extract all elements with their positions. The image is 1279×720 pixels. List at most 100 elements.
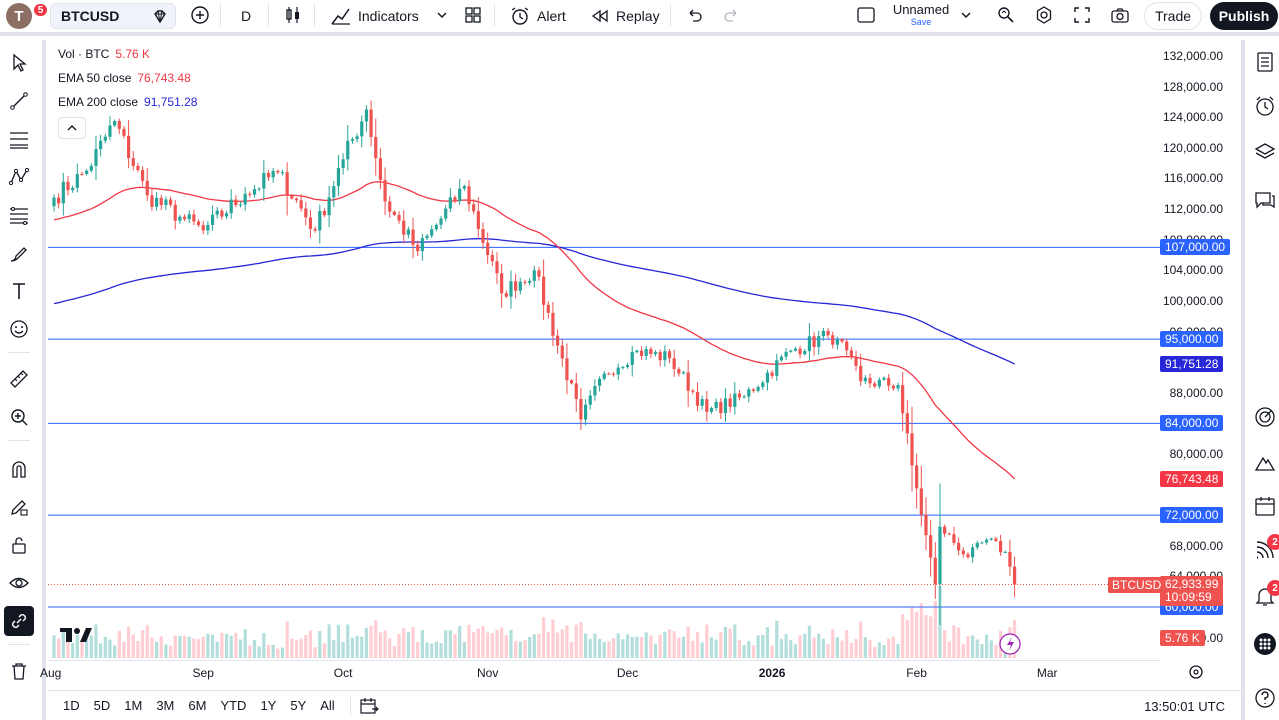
trend-line-icon[interactable] [4, 86, 34, 116]
trade-button[interactable]: Trade [1144, 2, 1202, 30]
ruler-icon[interactable] [4, 364, 34, 394]
alert-button[interactable]: Alert [509, 1, 566, 31]
cursor-arrow-icon[interactable] [4, 48, 34, 78]
indicators-button[interactable]: Indicators [330, 1, 419, 31]
candle-body [933, 557, 937, 585]
volume-bar [821, 638, 825, 658]
candle-body [350, 139, 355, 141]
range-button-3m[interactable]: 3M [156, 698, 175, 713]
notifications-bell-icon[interactable]: 2 [1249, 580, 1279, 612]
fib-retracement-icon[interactable] [4, 200, 34, 230]
time-axis[interactable]: Aug Sep Oct Nov Dec 2026 Feb Mar [40, 660, 1203, 684]
volume-bar [52, 635, 56, 658]
range-button-5y[interactable]: 5Y [290, 698, 307, 713]
text-tool-icon[interactable] [4, 276, 34, 306]
range-button-ytd[interactable]: YTD [220, 698, 247, 713]
range-button-all[interactable]: All [320, 698, 335, 713]
lock-icon[interactable] [4, 530, 34, 560]
volume-bar [257, 646, 261, 658]
watchlist-icon[interactable] [1249, 46, 1279, 78]
zoom-in-icon[interactable] [4, 402, 34, 432]
candle-body [943, 526, 947, 534]
layout-name: Unnamed [892, 2, 950, 17]
price-tick: 120,000.00 [1162, 140, 1223, 155]
candle-body [402, 220, 406, 235]
quick-search-icon[interactable] [992, 1, 1020, 29]
legend-ema200-value: 91,751.28 [144, 95, 198, 109]
pattern-icon[interactable] [4, 162, 34, 192]
link-chain-icon[interactable] [4, 606, 34, 636]
candle-body [859, 365, 863, 382]
candle-body [826, 330, 830, 336]
magnet-icon[interactable] [4, 454, 34, 484]
chevron-down-icon[interactable] [428, 1, 456, 29]
lightning-icon[interactable] [999, 633, 1021, 655]
candle-body [924, 514, 928, 536]
publish-button[interactable]: Publish [1210, 2, 1278, 30]
candle-body [686, 372, 690, 391]
range-button-5d[interactable]: 5D [93, 698, 111, 713]
alerts-clock-icon[interactable] [1249, 90, 1279, 122]
candle-body [873, 383, 877, 387]
horizontal-lines-icon[interactable] [4, 124, 34, 154]
eye-icon[interactable] [4, 568, 34, 598]
symbol-search-button[interactable]: BTCUSD [50, 3, 176, 29]
volume-bar [61, 630, 65, 658]
ideas-stream-icon[interactable]: 2 [1249, 534, 1279, 566]
range-button-1d[interactable]: 1D [63, 698, 80, 713]
pencil-lock-icon[interactable] [4, 492, 34, 522]
calendar-icon[interactable] [1249, 490, 1279, 522]
candle-body [793, 348, 798, 351]
diamond-icon [151, 8, 169, 29]
interval-button[interactable]: D [241, 8, 252, 24]
last-price-symbol-label: BTCUSD [1108, 576, 1166, 593]
hline-label-84000: 84,000.00 [1160, 415, 1224, 432]
candle-body [574, 383, 578, 399]
compare-add-icon[interactable] [186, 1, 214, 29]
price-axis[interactable]: 132,000.00 128,000.00 124,000.00 120,000.00… [1160, 40, 1237, 660]
camera-snapshot-icon[interactable] [1106, 1, 1134, 29]
user-avatar[interactable]: T 5 [6, 2, 49, 29]
utc-clock[interactable]: 13:50:01 UTC [1144, 699, 1225, 714]
settings-gear-icon[interactable] [1030, 1, 1058, 29]
legend-collapse-button[interactable] [58, 117, 86, 139]
axis-settings-icon[interactable] [1188, 664, 1204, 685]
layout-name-button[interactable]: Unnamed Save [890, 2, 952, 28]
layout-checkbox-icon[interactable] [852, 1, 880, 29]
candles-chart-type-icon[interactable] [279, 1, 307, 29]
candle-body [210, 214, 215, 225]
goto-date-icon[interactable] [359, 697, 379, 715]
replay-button[interactable]: Replay [590, 1, 660, 31]
help-icon[interactable] [1249, 682, 1279, 714]
apps-grid-icon[interactable] [1249, 628, 1279, 660]
candle-body [807, 336, 812, 352]
candle-body [803, 351, 807, 355]
undo-icon[interactable] [680, 1, 708, 29]
trash-icon[interactable] [4, 656, 34, 686]
redo-icon[interactable] [718, 1, 746, 29]
range-button-1m[interactable]: 1M [124, 698, 143, 713]
range-button-6m[interactable]: 6M [188, 698, 207, 713]
target-icon[interactable] [1249, 401, 1279, 433]
volume-bar [733, 624, 737, 658]
brush-icon[interactable] [4, 238, 34, 268]
candle-body [332, 186, 336, 198]
fullscreen-icon[interactable] [1068, 1, 1096, 29]
volume-bar [933, 600, 937, 658]
legend-ema200[interactable]: EMA 200 close 91,751.28 [58, 90, 197, 114]
chevron-up-icon [67, 125, 77, 131]
volume-bar [840, 640, 844, 658]
chevron-down-icon[interactable] [952, 1, 980, 29]
range-button-1y[interactable]: 1Y [260, 698, 277, 713]
price-chart[interactable] [48, 40, 1160, 660]
layout-grid-icon[interactable] [459, 1, 487, 29]
legend-ema50[interactable]: EMA 50 close 76,743.48 [58, 66, 197, 90]
candle-body [635, 350, 639, 353]
chat-icon[interactable] [1249, 184, 1279, 216]
emoji-icon[interactable] [4, 314, 34, 344]
candle-body [607, 373, 611, 375]
legend-volume[interactable]: Vol · BTC 5.76 K [58, 42, 197, 66]
layers-icon[interactable] [1249, 136, 1279, 168]
pine-editor-icon[interactable] [1249, 446, 1279, 478]
candle-body [117, 121, 121, 129]
